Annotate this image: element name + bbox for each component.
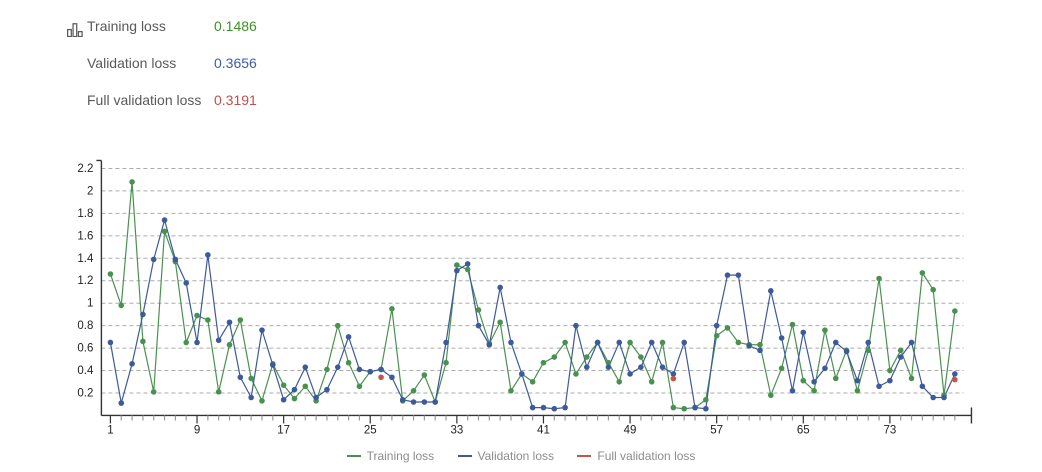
svg-text:17: 17 — [277, 424, 290, 436]
svg-text:25: 25 — [364, 424, 377, 436]
svg-text:49: 49 — [624, 424, 637, 436]
svg-text:1: 1 — [107, 424, 113, 436]
svg-text:57: 57 — [710, 424, 723, 436]
svg-text:2.2: 2.2 — [77, 163, 93, 175]
svg-text:0.8: 0.8 — [77, 320, 93, 332]
svg-text:73: 73 — [883, 424, 896, 436]
svg-text:1.8: 1.8 — [77, 208, 93, 220]
svg-text:41: 41 — [537, 424, 550, 436]
svg-text:1.4: 1.4 — [77, 253, 94, 265]
svg-text:9: 9 — [194, 424, 200, 436]
svg-text:33: 33 — [450, 424, 463, 436]
svg-text:0.4: 0.4 — [77, 365, 94, 377]
svg-text:1.6: 1.6 — [77, 230, 93, 242]
svg-text:1.2: 1.2 — [77, 275, 93, 287]
svg-text:2: 2 — [87, 185, 93, 197]
svg-text:0.2: 0.2 — [77, 388, 93, 400]
svg-text:1: 1 — [87, 298, 93, 310]
svg-text:0.6: 0.6 — [77, 343, 93, 355]
svg-text:65: 65 — [797, 424, 810, 436]
